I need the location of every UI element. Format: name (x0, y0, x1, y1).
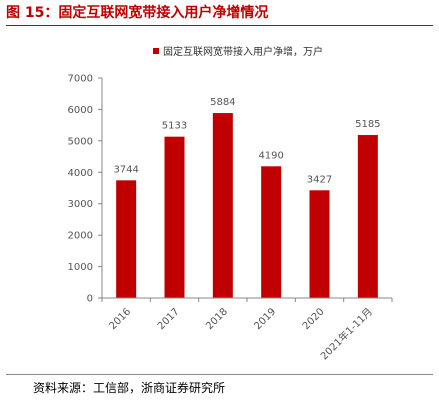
x-tick-label: 2018 (204, 306, 230, 332)
legend-swatch (153, 48, 159, 54)
title-divider (6, 25, 433, 26)
y-tick-label: 0 (87, 294, 93, 305)
bar (116, 180, 137, 298)
bar (309, 190, 330, 298)
bar (212, 113, 233, 299)
chart-legend: 固定互联网宽带接入用户净增，万户 (153, 45, 323, 58)
bar-series: 3744 5133 5884 4190 3427 5185 (113, 97, 381, 299)
y-tick-label: 7000 (68, 74, 93, 85)
bar-chart: 固定互联网宽带接入用户净增，万户 0 1000 2000 3000 4000 5000 60… (68, 45, 393, 362)
x-tick-label: 2016 (108, 306, 134, 332)
bar (164, 136, 185, 298)
footer-divider (6, 374, 433, 375)
y-tick-label: 6000 (68, 105, 93, 116)
x-tick-label: 2021年1-11月 (318, 305, 375, 362)
x-tick-label: 2020 (301, 306, 327, 332)
data-label: 5133 (162, 121, 187, 132)
legend-label: 固定互联网宽带接入用户净增，万户 (163, 45, 323, 58)
data-label: 5884 (210, 97, 235, 108)
data-label: 3427 (307, 174, 332, 185)
bar (261, 166, 282, 298)
source-note: 资料来源：工信部，浙商证券研究所 (33, 381, 226, 395)
y-tick-label: 2000 (68, 231, 93, 242)
y-tick-label: 1000 (68, 262, 93, 273)
y-axis: 0 1000 2000 3000 4000 5000 6000 7000 (68, 74, 103, 305)
x-tick-label: 2019 (253, 306, 279, 332)
figure-title: 图 15：固定互联网宽带接入用户净增情况 (6, 5, 269, 21)
y-tick-label: 5000 (68, 136, 93, 147)
x-tick-label: 2017 (156, 306, 182, 332)
data-label: 5185 (355, 119, 380, 130)
data-label: 3744 (113, 164, 138, 175)
bar (357, 135, 378, 298)
y-tick-label: 4000 (68, 168, 93, 179)
data-label: 4190 (258, 150, 283, 161)
y-tick-label: 3000 (68, 199, 93, 210)
